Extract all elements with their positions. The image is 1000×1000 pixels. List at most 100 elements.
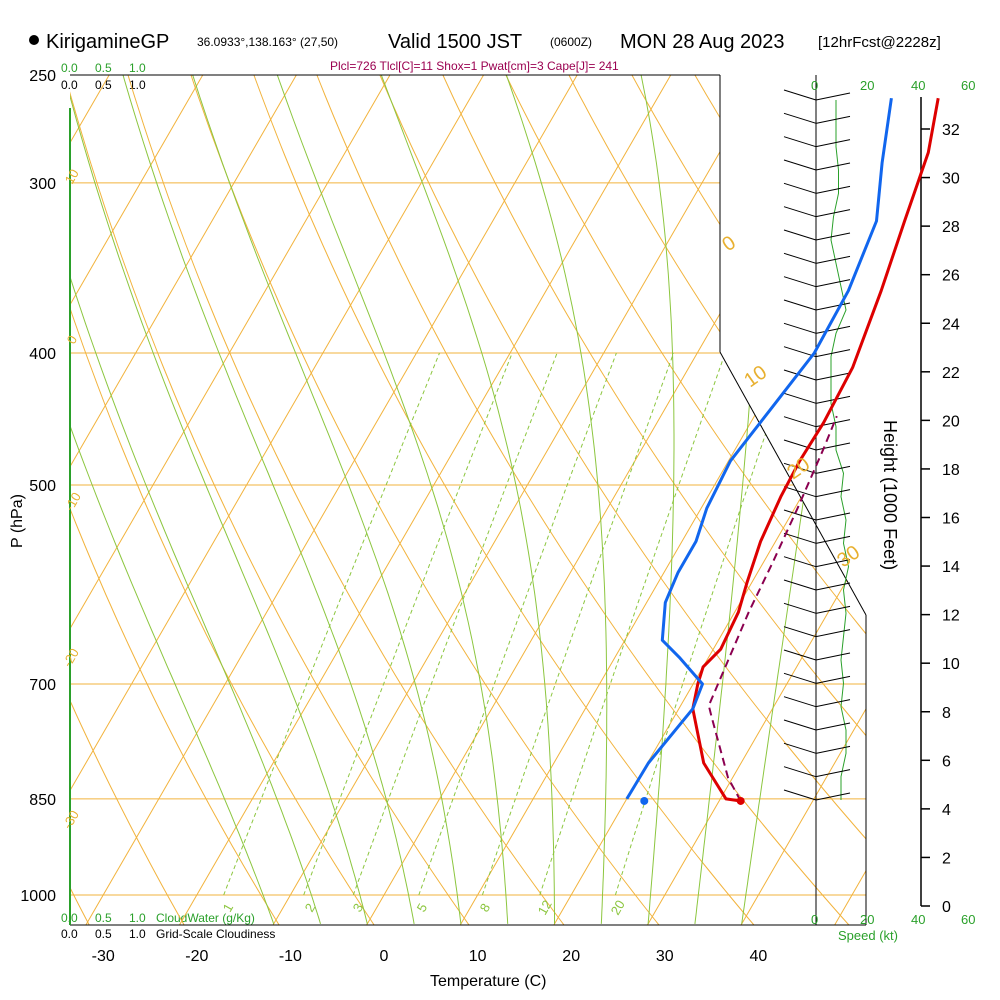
wind-barb-flag: [815, 792, 851, 801]
cloudiness-scale-bottom-0: 0.0: [61, 927, 78, 941]
mixing-ratio-label: 20: [608, 897, 628, 917]
moist-adiabat-line: [70, 75, 368, 925]
pressure-tick-label: 250: [29, 68, 56, 85]
wind-barb: [783, 602, 817, 614]
wind-barb-flag: [815, 185, 851, 194]
wind-barb-flag: [815, 722, 851, 731]
wind-barb: [783, 556, 817, 568]
height-tick-label: 26: [942, 268, 960, 285]
wind-barb-flag: [815, 115, 851, 124]
temperature-tick-label: -20: [185, 948, 208, 965]
isotherm-line: [70, 75, 204, 925]
wind-barb: [783, 649, 817, 661]
pressure-tick-label: 500: [29, 478, 56, 495]
pressure-tick-label: 400: [29, 346, 56, 363]
pressure-tick-label: 700: [29, 677, 56, 694]
cloudwater-scale-bottom-2: 1.0: [129, 911, 146, 925]
wind-barb: [783, 532, 817, 544]
wind-barb-flag: [815, 675, 851, 684]
wind-barb: [783, 136, 817, 148]
wind-barb: [783, 416, 817, 428]
forecast-run: [12hrFcst@2228z]: [818, 34, 941, 51]
speed-tick-top-40: 40: [911, 78, 925, 93]
forecast-date: MON 28 Aug 2023: [620, 31, 785, 53]
height-tick-label: 12: [942, 608, 960, 625]
mixing-ratio-label: 5: [414, 901, 431, 915]
wind-barb-flag: [815, 512, 851, 521]
moist-adiabat-line: [242, 75, 509, 924]
temperature-tick-label: 30: [656, 948, 674, 965]
cloudiness-scale-0: 0.0: [61, 78, 78, 92]
dry-adiabat-label: -10: [62, 490, 84, 514]
station-name: KirigamineGP: [46, 31, 169, 53]
dry-adiabat-line: [375, 75, 866, 925]
speed-tick-top-0: 0: [811, 78, 818, 93]
isotherm-line: [928, 75, 1000, 925]
surface-dewpoint-marker: [640, 796, 649, 805]
wind-barb-flag: [815, 139, 851, 148]
speed-tick-top-20: 20: [860, 78, 874, 93]
wind-barb: [783, 322, 817, 334]
dry-adiabat-line: [814, 75, 866, 925]
height-tick-label: 30: [942, 171, 960, 188]
mixing-ratio-line: [352, 352, 558, 896]
height-tick-label: 16: [942, 511, 960, 528]
wind-barb-flag: [815, 255, 851, 264]
dry-adiabat-line: [249, 75, 755, 925]
dry-adiabat-line: [124, 75, 565, 925]
dry-adiabat-line: [625, 75, 866, 925]
temperature-axis-label: Temperature (C): [430, 973, 546, 990]
height-tick-label: 14: [942, 559, 960, 576]
wind-barb-flag: [815, 699, 851, 708]
dry-adiabat-line: [70, 75, 280, 925]
wind-barb: [783, 766, 817, 778]
temperature-tick-label: 10: [469, 948, 487, 965]
temperature-axis: -30 -20 -10 0 10 20 30 40: [92, 948, 768, 965]
wind-barb-flag: [815, 559, 851, 568]
wind-profile: [783, 89, 851, 801]
wind-barb-flag: [815, 279, 851, 288]
wind-barb: [783, 626, 817, 638]
pressure-axis-label: P (hPa): [9, 494, 26, 548]
wind-barb: [783, 579, 817, 591]
mixing-ratio-label: 12: [535, 897, 555, 917]
temperature-tick-label: 20: [562, 948, 580, 965]
wind-barb: [783, 112, 817, 124]
dry-adiabat-label: -20: [60, 646, 82, 670]
moist-adiabat-line: [70, 75, 275, 925]
mixing-ratio-line: [614, 352, 794, 896]
station-dot-icon: [29, 35, 39, 45]
temperature-tick-label: 0: [380, 948, 389, 965]
moist-adiabat-line: [615, 75, 675, 924]
cloudwater-scale-bottom-1: 0.5: [95, 911, 112, 925]
wind-barb-flag: [815, 652, 851, 661]
pressure-tick-label: 850: [29, 792, 56, 809]
isotherm-line: [70, 75, 297, 925]
wind-barb: [783, 789, 817, 801]
wind-barb-flag: [815, 232, 851, 241]
cloudiness-scale-bottom-2: 1.0: [129, 927, 146, 941]
isotherm-line: [459, 75, 866, 925]
valid-time: Valid 1500 JST: [388, 31, 522, 53]
wind-barb-flag: [815, 92, 851, 101]
chart-header: KirigamineGP 36.0933°,138.163° (27,50) V…: [29, 31, 941, 53]
wind-barb-flag: [815, 465, 851, 474]
wind-barb: [783, 89, 817, 101]
temperature-tick-label: -10: [279, 948, 302, 965]
height-tick-label: 20: [942, 413, 960, 430]
wind-barb-flag: [815, 582, 851, 591]
mixing-ratio-label: 8: [477, 901, 494, 915]
isotherm-line: [70, 75, 484, 925]
isotherm-line: [179, 75, 672, 925]
cloudiness-scale-bottom-1: 0.5: [95, 927, 112, 941]
wind-barb: [783, 486, 817, 498]
pressure-axis: 250 300 400 500 700 850 1000: [20, 68, 56, 905]
isotherm-label: 10: [740, 361, 771, 392]
wind-barb: [783, 696, 817, 708]
mixing-ratio-line: [223, 352, 440, 896]
cloud-scale-top: 0.0 0.5 1.0 0.0 0.5 1.0: [61, 61, 146, 92]
isotherm-label: 0: [718, 232, 740, 256]
dewpoint-profile: [625, 97, 893, 800]
moist-adiabat-line: [468, 75, 608, 924]
